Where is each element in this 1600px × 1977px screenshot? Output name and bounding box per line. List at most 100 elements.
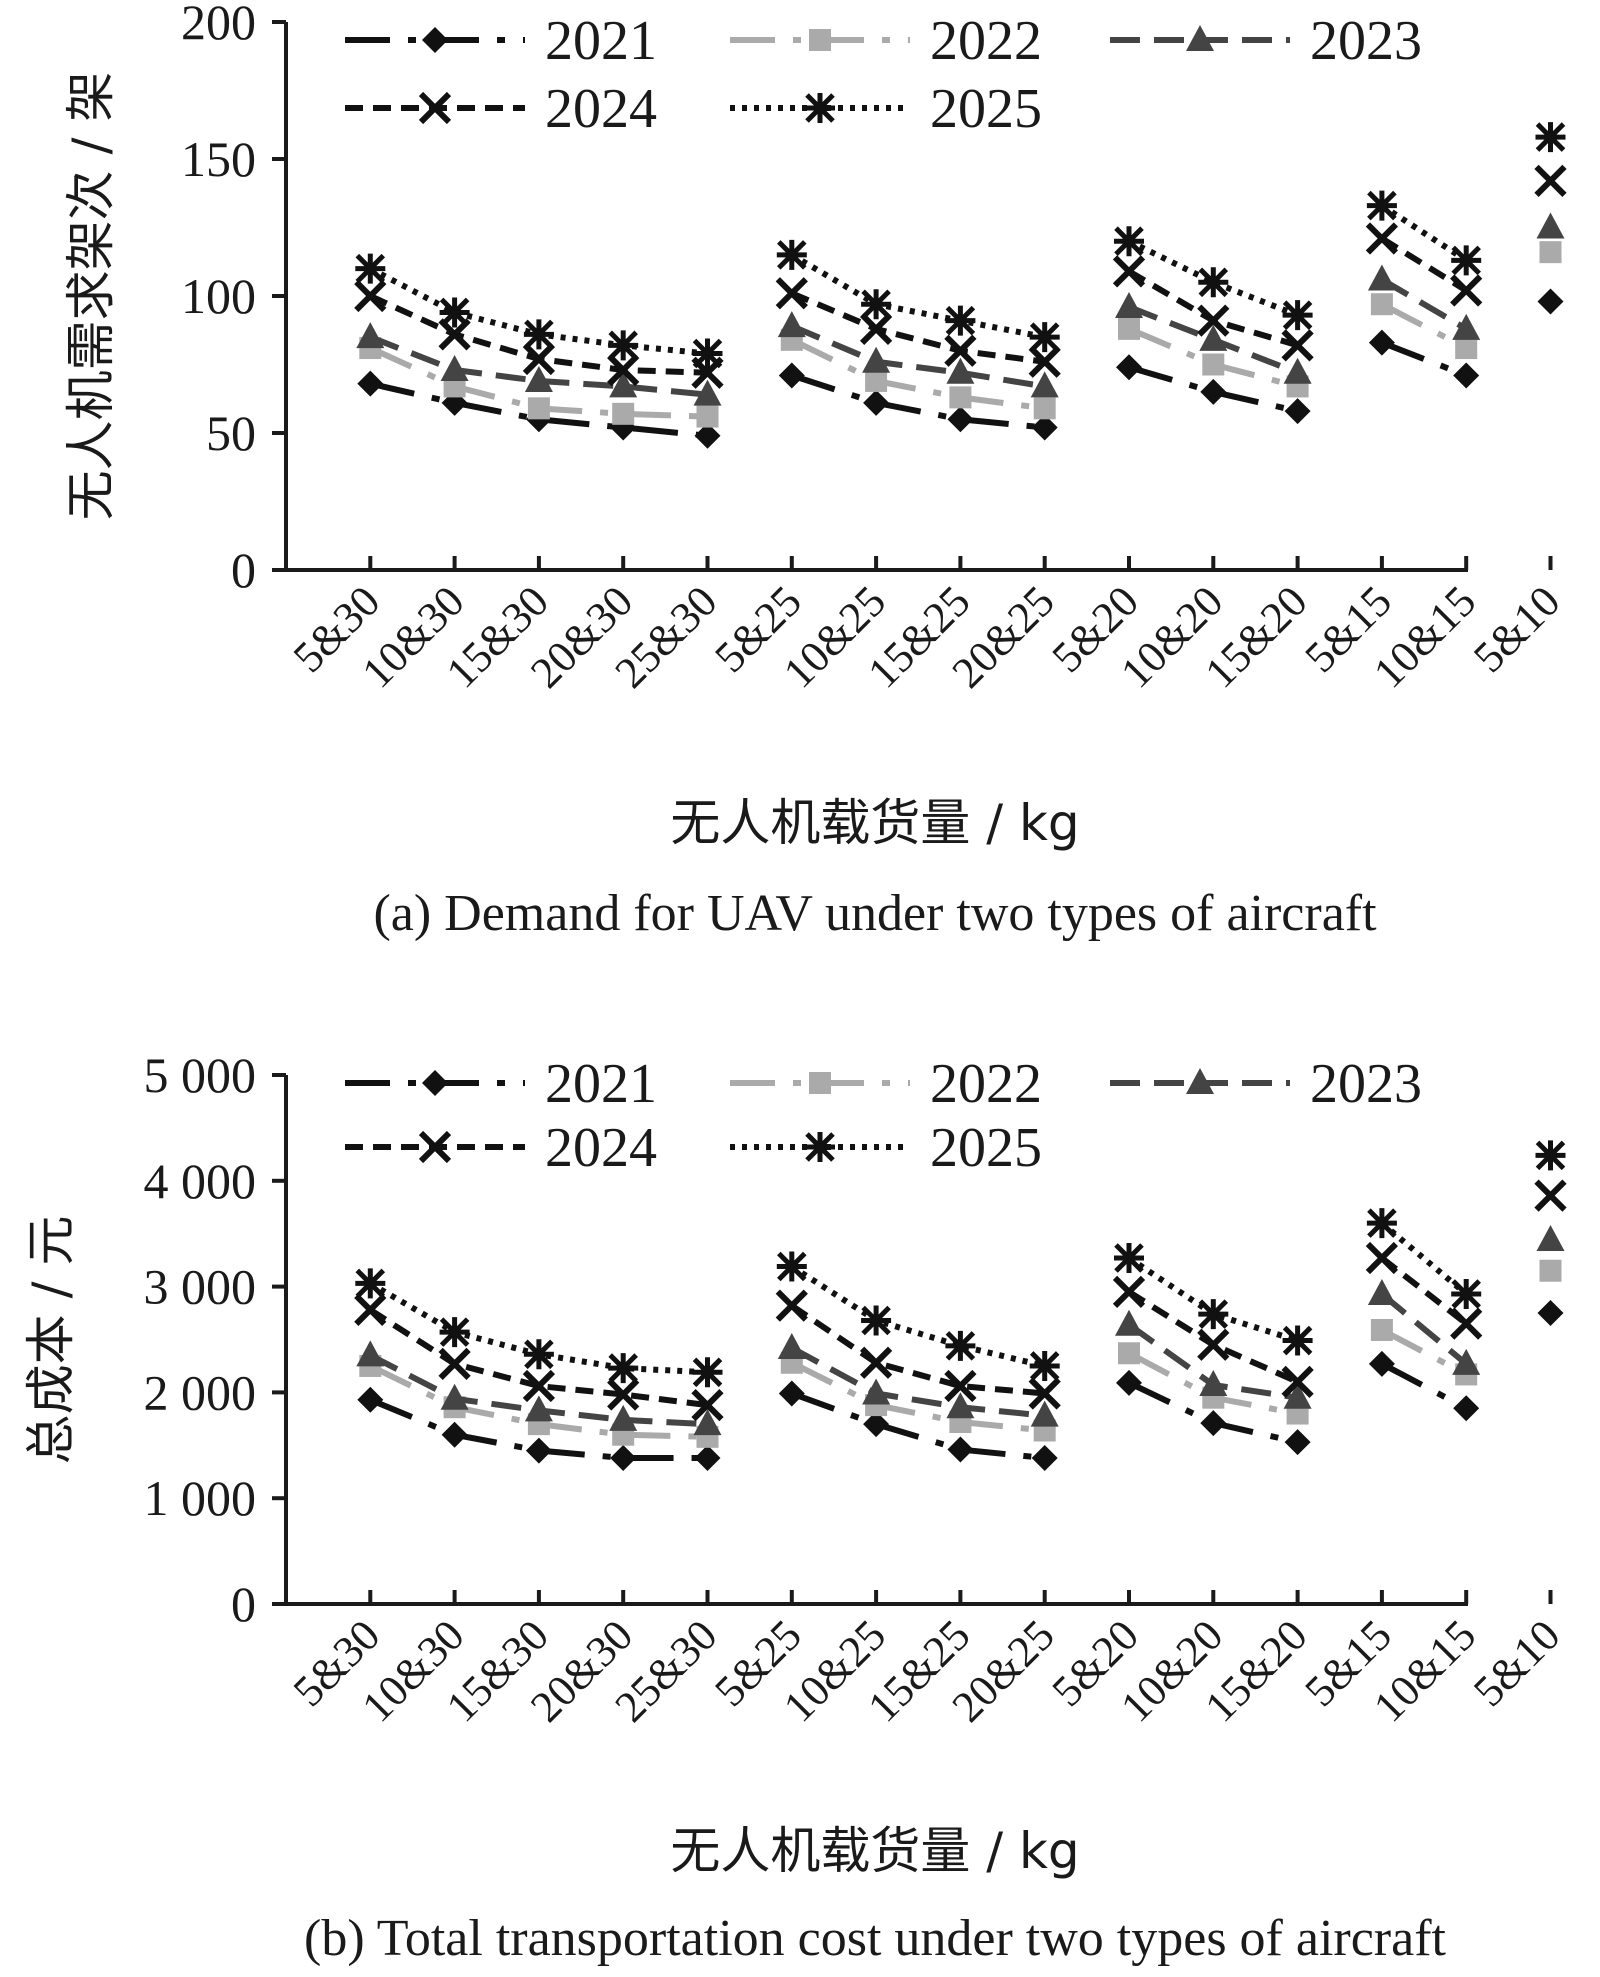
series-line-2023 [1379,1291,1469,1367]
data-point-2021 [357,370,384,397]
data-point-2021 [1368,329,1395,356]
data-point-2024 [522,1369,556,1403]
legend-marker [422,1070,448,1096]
series-line-2022 [790,337,1046,412]
data-point-2024 [1365,1241,1399,1275]
data-point-2022 [1033,397,1056,420]
series-line-2021 [1128,364,1299,415]
data-point-2022 [949,386,972,409]
data-point-2023 [1283,1382,1312,1409]
y-tick-label: 50 [206,405,256,461]
panel-caption: (a) Demand for UAV under two types of ai… [373,885,1377,942]
series-2021 [357,1300,1564,1471]
series-layer [354,1140,1567,1471]
data-point-2023 [1030,1400,1059,1427]
data-point-2021 [441,1421,468,1448]
data-point-2023 [862,1378,891,1405]
data-point-2023 [524,365,553,392]
legend-label: 2022 [930,1053,1042,1115]
data-point-2024 [1281,1365,1314,1398]
legend-item-2021: 2021 [345,10,657,72]
series-line-2023 [790,323,1046,390]
series-line-2024 [790,1303,1045,1397]
data-point-2024 [1534,1179,1567,1212]
data-point-2024 [1112,255,1146,288]
legend-marker [1186,1068,1214,1094]
series-line-2024 [1380,235,1468,294]
legend-marker [809,1072,831,1094]
panel-a-demand-chart: 0 50 100 150 200 5&3010&3015&3020&3025&305&2… [62,0,1570,942]
data-point-2023 [609,371,638,398]
data-point-2024 [1281,329,1314,362]
legend-marker [809,29,831,51]
series-line-2021 [369,1397,708,1461]
y-tick-label: 0 [231,1576,256,1632]
legend: 2021 2022 2023 2024 2025 [345,10,1422,140]
y-tick-label: 4 000 [144,1153,257,1209]
legend-item-2023: 2023 [1110,10,1422,72]
data-point-2024 [354,279,387,313]
data-point-2021 [1537,1300,1564,1327]
data-point-2023 [1283,357,1312,384]
data-point-2023 [1452,313,1481,340]
data-point-2023 [777,1332,806,1359]
data-point-2024 [775,1289,808,1322]
data-point-2024 [1197,1328,1230,1361]
data-point-2024 [354,1293,387,1327]
series-line-2021 [369,380,708,439]
data-point-2021 [1284,1429,1311,1456]
y-tick-label: 5 000 [144,1047,257,1103]
series-line-2021 [790,372,1045,431]
x-tick-label: 5&10 [1464,1610,1570,1716]
data-point-2024 [691,1388,724,1422]
data-point-2023 [440,1383,469,1410]
data-point-2023 [1536,212,1565,239]
series-2023 [356,1225,1565,1436]
data-point-2021 [357,1386,384,1413]
legend-label: 2024 [545,1117,657,1179]
legend-label: 2025 [930,1117,1042,1179]
legend-label: 2023 [1310,10,1422,72]
legend-label: 2021 [545,1053,657,1115]
data-point-2022 [696,405,719,428]
data-point-2022 [527,397,550,420]
y-tick-label: 2 000 [144,1364,257,1420]
data-point-2022 [1539,241,1562,264]
series-line-2025 [1127,1255,1299,1344]
data-point-2021 [1200,1410,1227,1437]
y-ticks: 0 1 000 2 000 3 000 4 000 5 000 [144,1047,286,1632]
data-point-2023 [440,354,469,381]
data-point-2024 [1028,345,1061,378]
data-point-2024 [775,277,808,310]
data-point-2021 [1453,362,1480,389]
panel-b-cost-chart: 0 1 000 2 000 3 000 4 000 5 000 5&3010&3015&3… [22,1047,1570,1967]
series-2025 [355,122,1566,369]
data-point-2024 [1112,1275,1146,1309]
series-line-2021 [790,1390,1045,1461]
series-line-2025 [790,252,1046,341]
data-point-2022 [1370,293,1393,316]
y-ticks: 0 50 100 150 200 [181,0,286,598]
legend-item-2023: 2023 [1110,1053,1422,1115]
data-point-2021 [778,362,805,389]
data-point-2023 [1030,371,1059,398]
data-point-2023 [946,1392,975,1419]
data-point-2021 [1368,1350,1395,1377]
data-point-2022 [1118,1342,1140,1365]
legend-item-2021: 2021 [345,1053,657,1115]
series-line-2024 [368,1307,708,1409]
legend-label: 2025 [930,78,1042,140]
data-point-2023 [1452,1348,1481,1375]
data-point-2024 [1450,274,1483,307]
legend-item-2022: 2022 [730,1053,1042,1115]
y-tick-label: 200 [181,0,256,50]
series-line-2021 [1380,339,1468,379]
data-point-2021 [1453,1395,1480,1422]
legend-marker [422,27,448,53]
series-line-2023 [1380,276,1468,332]
series-layer [354,122,1567,449]
y-axis-label: 总成本 / 元 [22,1216,80,1465]
legend-marker [418,1130,452,1164]
data-point-2023 [862,346,891,373]
